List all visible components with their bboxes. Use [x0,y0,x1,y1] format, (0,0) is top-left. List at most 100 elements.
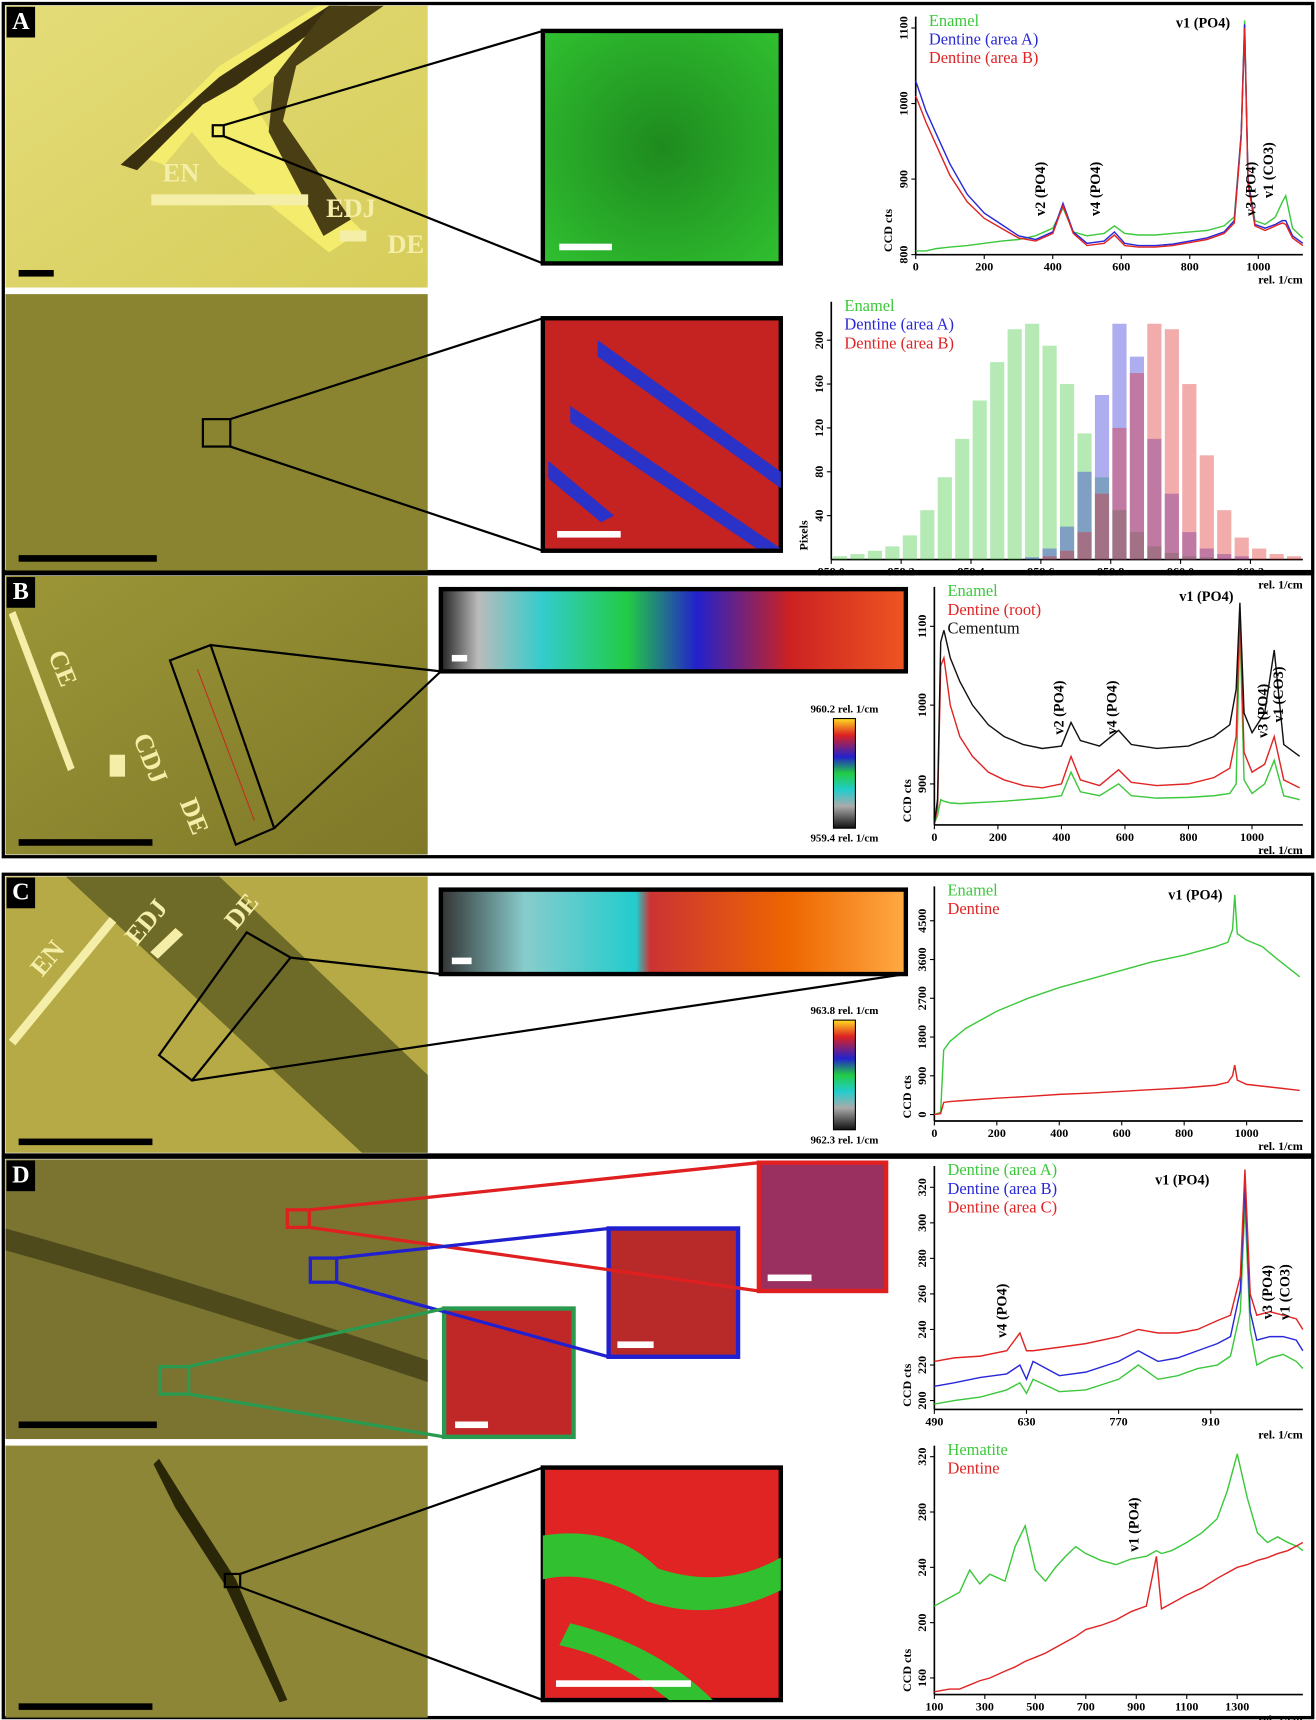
peak-annotation: v3 (PO4) [1260,1265,1276,1319]
panel-label: C [12,880,29,906]
x-axis-label: rel. 1/cm [1258,843,1303,857]
panel-label: B [13,579,29,605]
x-tick-label: 300 [976,1699,994,1713]
histogram-bar [990,362,1005,560]
x-tick-label: 200 [988,1126,1006,1140]
peak-annotation: v4 (PO4) [1104,680,1120,734]
histogram-bar [1234,556,1249,560]
y-tick-label: 300 [915,1214,929,1232]
histogram-bar [1234,537,1249,560]
histogram-bar [1059,526,1075,560]
x-tick-label: 800 [1179,830,1197,844]
y-tick-label: 4500 [915,909,929,933]
y-tick-label: 200 [915,1392,929,1410]
legend-entry: Dentine [948,899,1000,918]
peak-annotation: v3 (PO4) [1256,683,1272,737]
x-tick-label: 500 [1026,1699,1044,1713]
histogram-bar [885,546,900,560]
histogram-bar [1217,554,1232,560]
legend-entry: Enamel [948,881,999,900]
y-tick-label: 1000 [897,91,911,115]
y-tick-label: 280 [915,1249,929,1267]
y-tick-label: 160 [915,1669,929,1687]
x-tick-label: 1300 [1225,1699,1249,1713]
histogram-bar [1112,427,1127,560]
x-tick-label: 200 [989,830,1007,844]
insets [438,28,909,1703]
x-tick-label: 1100 [1175,1699,1198,1713]
y-tick-label: 900 [915,775,929,793]
histogram-bar [1269,554,1284,560]
histogram-bar [1164,493,1179,560]
peak-annotation: v2 (PO4) [1052,680,1068,734]
spectrum-line [933,602,1301,824]
peak-annotation: v1 (CO3) [1261,142,1277,198]
legend-entry: Hematite [948,1440,1008,1459]
y-tick-label: 120 [812,419,826,437]
image-label: DE [387,230,424,259]
colorbar-label: 959.4 rel. 1/cm [810,833,878,845]
histogram-bar [1112,510,1127,560]
spectrum-line [915,20,1304,252]
x-tick-label: 959.4 [957,564,984,578]
histogram-bar [1077,471,1092,560]
x-tick-label: 600 [1116,830,1134,844]
histogram-bar [1182,556,1197,560]
x-tick-label: 960.2 [1237,564,1264,578]
histogram-bar [1077,532,1092,560]
legend-entry: Dentine (area A) [948,1160,1058,1179]
y-tick-label: 2700 [915,986,929,1010]
histogram-bar [1147,323,1162,560]
colorbar-label: 963.8 rel. 1/cm [810,1005,878,1017]
y-axis-label: CCD cts [900,1649,914,1692]
legend-entry: Dentine (root) [948,600,1042,619]
peak-annotation: v1 (PO4) [1176,16,1230,32]
x-tick-label: 0 [931,1126,937,1140]
x-tick-label: 959.2 [888,564,915,578]
colorbar-label: 960.2 rel. 1/cm [810,703,878,715]
x-tick-label: 100 [925,1699,943,1713]
y-axis-label: CCD cts [900,1363,914,1406]
x-tick-label: 600 [1113,1126,1131,1140]
x-axis-label: rel. 1/cm [1258,273,1303,287]
histogram-bar [1112,323,1127,560]
y-tick-label: 0 [915,1112,929,1118]
legend-entry: Enamel [948,581,999,600]
x-tick-label: 900 [1127,1699,1145,1713]
zoom-lines [157,29,907,1702]
y-tick-label: 160 [812,375,826,393]
peak-annotation: v4 (PO4) [1088,161,1104,215]
histogram-bar [1025,557,1040,560]
legend-entry: Dentine (area A) [929,30,1039,49]
histogram-bar [920,510,935,560]
legend-entry: Dentine (area B) [948,1179,1058,1198]
histogram-bar [832,556,848,560]
peak-annotation: v1 (PO4) [1168,887,1222,903]
spectrum-line [915,24,1304,247]
micrographs [5,5,428,1718]
histogram-bar [1129,532,1145,560]
x-tick-label: 490 [925,1414,943,1428]
histogram-bar [937,477,952,560]
y-axis-label: CCD cts [900,779,914,822]
image-label: EDJ [326,194,376,223]
histogram-bar [1042,548,1057,560]
histogram-bar [1164,329,1179,560]
peak-annotation: v1 (PO4) [1179,589,1233,605]
histogram-bar [955,438,970,560]
histogram-bar [1042,556,1057,560]
x-tick-label: 910 [1202,1414,1220,1428]
histogram-bar [1042,345,1057,560]
spectrum-line [933,626,1300,824]
y-axis-label: Pixels [797,520,811,550]
histogram-bar [1129,356,1145,560]
x-tick-label: 1000 [1235,1126,1259,1140]
peak-annotation: v4 (PO4) [995,1283,1011,1337]
y-tick-label: 240 [915,1320,929,1338]
x-tick-label: 959.6 [1027,564,1054,578]
peak-annotation: v2 (PO4) [1033,161,1049,215]
x-tick-label: 400 [1050,1126,1068,1140]
x-tick-label: 1000 [1246,260,1270,274]
peak-annotation: v1 (CO3) [1271,666,1287,722]
